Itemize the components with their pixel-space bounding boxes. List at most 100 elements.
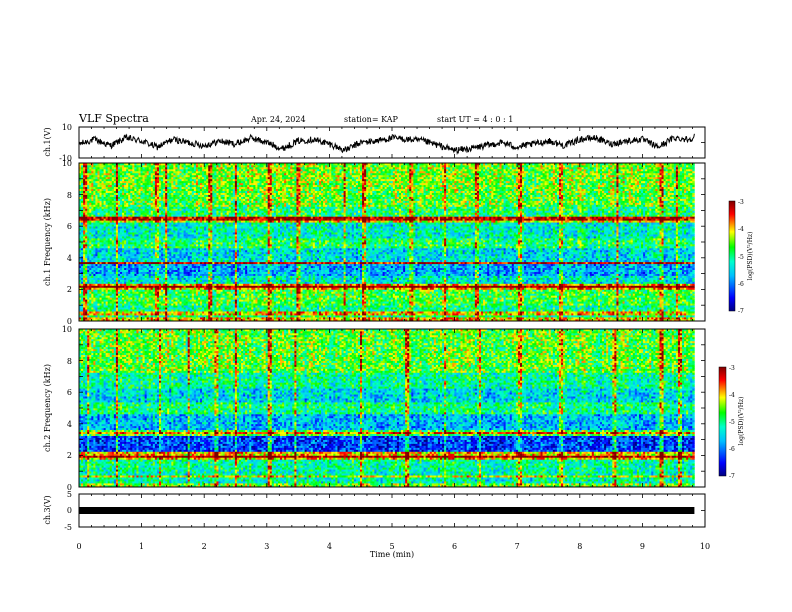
spectrogram-cell	[109, 210, 113, 213]
spectrogram-cell	[109, 273, 113, 276]
spectrogram-cell	[81, 238, 84, 241]
spectrogram-cell	[99, 218, 102, 221]
spectrogram-cell	[81, 319, 84, 322]
spectrogram-cell	[83, 232, 86, 235]
spectrogram-cell	[103, 257, 107, 261]
spectrogram-cell	[83, 267, 86, 271]
spectrogram-cell	[87, 218, 90, 221]
spectrogram-cell	[95, 281, 98, 284]
spectrogram-cell	[97, 220, 100, 223]
spectrogram-cell	[109, 293, 113, 296]
spectrogram-cell	[79, 295, 82, 298]
spectrogram-cell	[79, 222, 82, 225]
spectrogram-cell	[113, 265, 117, 269]
spectrogram-cell	[79, 255, 82, 259]
spectrogram-cell	[81, 170, 84, 174]
spectrogram-cell	[115, 245, 119, 249]
spectrogram-cell	[107, 249, 111, 253]
spectrogram-cell	[105, 240, 109, 243]
spectrogram-cell	[87, 291, 90, 294]
spectrogram-cell	[91, 291, 94, 294]
spectrogram-cell	[99, 257, 102, 261]
spectrogram-cell	[85, 277, 88, 280]
spectrogram-cell	[99, 192, 102, 195]
spectrogram-cell	[93, 226, 96, 229]
spectrogram-cell	[115, 263, 119, 267]
spectrogram-cell	[103, 315, 107, 318]
spectrogram-cell	[89, 182, 92, 186]
spectrogram-cell	[117, 269, 121, 272]
spectrogram-cell	[99, 194, 102, 197]
spectrogram-cell	[81, 184, 84, 188]
spectrogram-cell	[95, 265, 98, 269]
spectrogram-cell	[83, 242, 86, 245]
spectrogram-cell	[117, 307, 121, 310]
spectrogram-cell	[79, 204, 82, 207]
spectrogram-cell	[107, 236, 111, 239]
spectrogram-cell	[81, 267, 84, 271]
spectrogram-cell	[95, 247, 98, 251]
spectrogram-cell	[87, 309, 90, 312]
spectrogram-cell	[113, 186, 117, 190]
spectrogram-cell	[113, 253, 117, 257]
spectrogram-cell	[115, 315, 119, 318]
spectrogram-cell	[105, 247, 109, 251]
spectrogram-cell	[107, 218, 111, 221]
spectrogram-cell	[87, 265, 90, 269]
spectrogram-cell	[107, 200, 111, 203]
spectrogram-cell	[83, 273, 86, 276]
spectrogram-cell	[91, 184, 94, 188]
spectrogram-cell	[95, 283, 98, 286]
spectrogram-cell	[85, 178, 88, 182]
spectrogram-cell	[117, 245, 121, 249]
spectrogram-cell	[99, 289, 102, 292]
spectrogram-cell	[115, 186, 119, 190]
spectrogram-cell	[95, 245, 98, 249]
spectrogram-cell	[91, 236, 94, 239]
spectrogram-cell	[83, 303, 86, 306]
spectrogram-cell	[109, 243, 113, 247]
ch1-ytick-top: 10	[62, 123, 72, 132]
spectrogram-cell	[87, 166, 90, 170]
spectrogram-cell	[89, 305, 92, 308]
spectrogram-cell	[85, 236, 88, 239]
spectrogram-cell	[85, 238, 88, 241]
spectrogram-cell	[117, 220, 121, 223]
spectrogram-cell	[97, 313, 100, 316]
spectrogram-cell	[81, 180, 84, 184]
spectrogram-cell	[93, 293, 96, 296]
spectrogram-cell	[93, 281, 96, 284]
spectrogram-cell	[99, 178, 102, 182]
spectrogram-cell	[101, 168, 104, 172]
spectrogram-cell	[95, 236, 98, 239]
spectrogram-cell	[101, 238, 104, 241]
spectrogram-cell	[81, 307, 84, 310]
spectrogram-cell	[111, 295, 115, 298]
spectrogram-cell	[105, 275, 109, 278]
spectrogram-cell	[89, 163, 92, 166]
spectrogram-cell	[101, 164, 104, 168]
spectrogram-cell	[97, 238, 100, 241]
spectrogram-cell	[117, 305, 121, 308]
spectrogram-cell	[91, 208, 94, 211]
spectrogram-cell	[117, 257, 121, 261]
spectrogram-cell	[99, 277, 102, 280]
spectrogram-cell	[81, 275, 84, 278]
spectrogram-cell	[97, 267, 100, 271]
spectrogram-cell	[95, 285, 98, 288]
spectrogram-cell	[85, 287, 88, 290]
spectrogram-cell	[99, 307, 102, 310]
spectrogram-cell	[89, 236, 92, 239]
spectrogram-cell	[103, 218, 107, 221]
spectrogram-cell	[83, 281, 86, 284]
spectrogram-cell	[79, 170, 82, 174]
spectrogram-cell	[115, 243, 119, 247]
spectrogram-cell	[115, 277, 119, 280]
spectrogram-cell	[103, 240, 107, 243]
spectrogram-cell	[81, 263, 84, 267]
spectrogram-cell	[113, 295, 117, 298]
spectrogram-cell	[113, 297, 117, 300]
spectrogram-cell	[79, 283, 82, 286]
spectrogram-cell	[115, 295, 119, 298]
spectrogram-cell	[85, 295, 88, 298]
